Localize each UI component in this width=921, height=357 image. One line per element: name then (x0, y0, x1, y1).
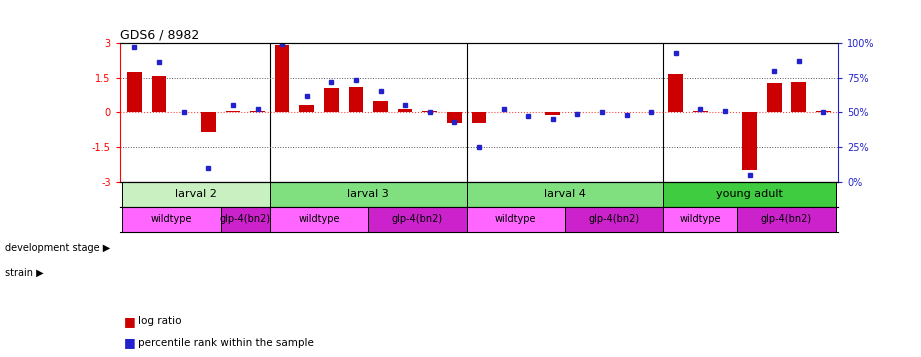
Bar (368, 207, 467, 232)
Bar (565, 207, 663, 232)
Bar (274, 45, 289, 112)
Bar (122, 182, 270, 207)
Text: ■: ■ (124, 315, 136, 328)
Text: wildtype: wildtype (495, 215, 537, 225)
Bar (201, 112, 216, 132)
Bar (251, 111, 265, 112)
Text: glp-4(bn2): glp-4(bn2) (391, 215, 443, 225)
Bar (737, 207, 835, 232)
Bar (742, 112, 757, 170)
Text: glp-4(bn2): glp-4(bn2) (761, 215, 812, 225)
Text: glp-4(bn2): glp-4(bn2) (589, 215, 640, 225)
Bar (152, 76, 167, 112)
Text: strain ▶: strain ▶ (5, 268, 43, 278)
Text: development stage ▶: development stage ▶ (5, 243, 110, 253)
Bar (472, 112, 486, 122)
Text: log ratio: log ratio (138, 316, 181, 326)
Bar (816, 111, 831, 112)
Text: ■: ■ (124, 336, 136, 349)
Bar (226, 111, 240, 112)
Bar (398, 109, 413, 112)
Text: larval 4: larval 4 (544, 189, 586, 199)
Bar (669, 74, 683, 112)
Bar (299, 105, 314, 112)
Text: percentile rank within the sample: percentile rank within the sample (138, 338, 314, 348)
Bar (122, 207, 221, 232)
Text: larval 3: larval 3 (347, 189, 389, 199)
Text: glp-4(bn2): glp-4(bn2) (219, 215, 271, 225)
Bar (221, 207, 270, 232)
Bar (467, 182, 663, 207)
Bar (447, 112, 461, 122)
Text: young adult: young adult (717, 189, 783, 199)
Bar (348, 87, 363, 112)
Bar (270, 207, 368, 232)
Bar (467, 207, 565, 232)
Text: wildtype: wildtype (298, 215, 340, 225)
Text: wildtype: wildtype (680, 215, 721, 225)
Bar (663, 182, 835, 207)
Bar (545, 112, 560, 115)
Bar (791, 82, 806, 112)
Text: GDS6 / 8982: GDS6 / 8982 (120, 29, 199, 42)
Bar (324, 88, 339, 112)
Text: larval 2: larval 2 (175, 189, 217, 199)
Bar (663, 207, 737, 232)
Bar (373, 101, 388, 112)
Text: wildtype: wildtype (151, 215, 192, 225)
Bar (270, 182, 467, 207)
Bar (423, 111, 437, 112)
Bar (767, 83, 782, 112)
Bar (693, 111, 707, 112)
Bar (127, 72, 142, 112)
